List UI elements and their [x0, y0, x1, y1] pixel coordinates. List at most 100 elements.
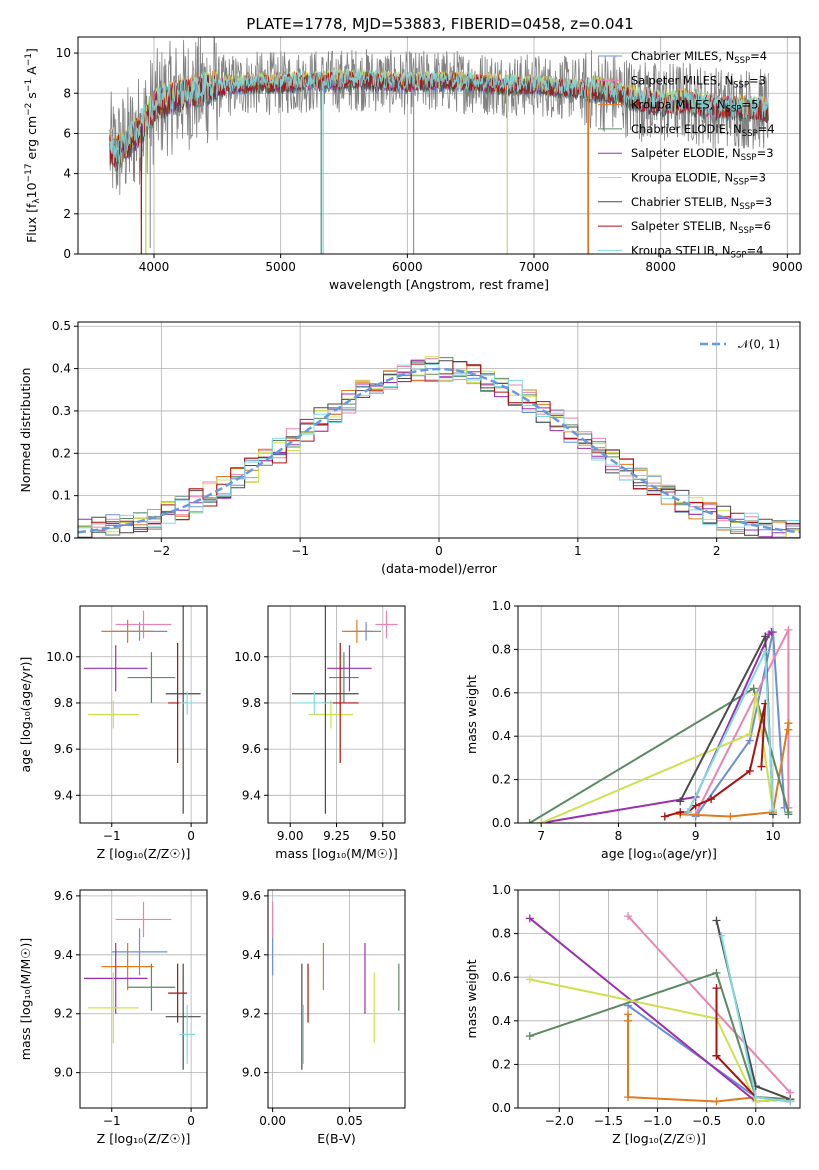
errorbar-kroupa_miles — [101, 943, 154, 991]
y-axis-label-part: A — [24, 66, 39, 79]
massweight-marker-salpeter_stelib — [691, 801, 700, 810]
y-tick-label: 0.5 — [52, 319, 71, 333]
legend-label-kroupa_elodie: Kroupa ELODIE, NSSP=3 — [631, 171, 766, 188]
plot-frame — [267, 889, 406, 1109]
x-tick-label: 0 — [435, 544, 443, 558]
y-tick-label: 0.2 — [492, 773, 511, 787]
legend-label-eq: =4 — [746, 243, 763, 257]
massweight-line-salpeter_miles — [627, 915, 791, 1094]
plot-frame — [79, 605, 208, 824]
massweight-line-kroupa_elodie — [529, 978, 791, 1103]
x-tick-label: 1 — [574, 544, 582, 558]
massweight-traces — [525, 625, 793, 823]
massweight-marker-salpeter_stelib — [660, 812, 669, 821]
x-tick-label: 2 — [713, 544, 721, 558]
y-axis-label-part: −2 — [24, 103, 34, 116]
legend-label-eq: =4 — [758, 122, 775, 136]
y-axis-label-part: −1 — [24, 79, 34, 92]
figure-title: PLATE=1778, MJD=53883, FIBERID=0458, z=0… — [246, 15, 633, 33]
massweight-marker-kroupa_stelib — [683, 808, 692, 817]
x-tick-label: −1.0 — [643, 1114, 672, 1128]
legend-label-eq: =3 — [749, 171, 766, 185]
age-vs-mass-panel: 9.00 9.25 9.50 9.4 9.6 9.8 10.0 mass [log₁₀(M/M… — [234, 605, 406, 861]
y-tick-label: 9.4 — [242, 788, 261, 802]
legend-label-salpeter_elodie: Salpeter ELODIE, NSSP=3 — [631, 146, 774, 163]
y-axis-label-part: erg cm — [24, 116, 39, 164]
legend-label-text: Chabrier STELIB, N — [631, 195, 739, 209]
legend-label-sub: SSP — [742, 129, 758, 139]
y-tick-label: 0.0 — [492, 1101, 511, 1115]
y-tick-label: 9.2 — [242, 1007, 261, 1021]
y-tick-label: 0.4 — [52, 362, 71, 376]
legend-label-text: Salpeter STELIB, N — [631, 219, 738, 233]
massweight-marker-salpeter_miles — [784, 625, 793, 634]
errorbar-kroupa_miles — [101, 619, 154, 643]
y-axis-label: mass weight — [464, 675, 479, 754]
errorbar-chabrier_elodie — [329, 652, 359, 703]
y-tick-label: 0.3 — [52, 404, 71, 418]
y-tick-label: 9.4 — [54, 948, 73, 962]
plot-frame — [79, 889, 208, 1109]
spectrum-panel: 4000 5000 6000 7000 8000 9000 0 2 4 6 8 10 wavelengt… — [24, 36, 803, 292]
y-axis-label: mass [log₁₀(M/M☉)] — [18, 938, 33, 1060]
x-tick-label: 0.0 — [746, 1114, 765, 1128]
y-axis-label-part: λ — [32, 198, 42, 204]
massweight-marker-chabrier_stelib — [712, 916, 721, 925]
y-tick-label: 9.8 — [242, 696, 261, 710]
massweight-traces — [525, 912, 795, 1106]
legend-label-sub: SSP — [741, 153, 757, 163]
massweight-marker-kroupa_miles — [712, 1097, 721, 1106]
x-tick-label: 6000 — [392, 260, 423, 274]
x-tick-label: 8000 — [645, 260, 676, 274]
x-tick-label: −1 — [103, 1114, 121, 1128]
errorbar-chabrier_elodie — [127, 963, 176, 1011]
x-tick-label: −2 — [152, 544, 170, 558]
errorbar-salpeter_elodie — [327, 645, 372, 692]
massweight-line-kroupa_elodie — [540, 694, 774, 823]
massweight-marker-salpeter_elodie — [767, 628, 776, 637]
x-tick-label: 7 — [537, 829, 545, 843]
errorbar-points — [83, 901, 201, 1070]
x-axis-label: wavelength [Angstrom, rest frame] — [329, 277, 549, 292]
massweight-marker-kroupa_stelib — [761, 647, 770, 656]
errorbar-chabrier_stelib — [165, 606, 201, 814]
x-tick-label: 0 — [187, 829, 195, 843]
x-tick-label: 9000 — [772, 260, 803, 274]
massweight-marker-chabrier_elodie — [784, 810, 793, 819]
errorbar-kroupa_stelib — [179, 1004, 196, 1064]
legend-label-kroupa_miles: Kroupa MILES, NSSP=5 — [631, 98, 758, 115]
massweight-marker-chabrier_elodie — [525, 1032, 534, 1041]
legend-label-eq: =3 — [749, 73, 766, 87]
mass-vs-ebv-panel: 0.00 0.05 9.0 9.2 9.4 9.6 E(B-V) — [242, 889, 406, 1146]
legend-label-salpeter_stelib: Salpeter STELIB, NSSP=6 — [631, 219, 771, 236]
legend-label-chabrier_elodie: Chabrier ELODIE, NSSP=4 — [631, 122, 775, 139]
massweight-marker-salpeter_stelib — [757, 762, 766, 771]
y-tick-label: 0.8 — [492, 642, 511, 656]
legend-label-text: Kroupa MILES, N — [631, 98, 726, 112]
x-tick-label: 10 — [765, 829, 780, 843]
plot-frame — [77, 36, 801, 255]
legend-label-text: Chabrier MILES, N — [631, 49, 734, 63]
mass-vs-metallicity-panel: −1 0 9.0 9.2 9.4 9.6 Z [log₁₀(Z/Z☉)] mass [log₁… — [18, 889, 208, 1146]
errorbar-salpeter_stelib — [168, 963, 188, 1023]
residuals-panel: −2 −1 0 1 2 0.0 0.1 0.2 0.3 0.4 0.5 (data-model)/er… — [18, 319, 801, 576]
errorbar-salpeter_miles — [375, 610, 398, 639]
massweight-line-salpeter_elodie — [541, 631, 773, 823]
legend-label-eq: =5 — [741, 98, 758, 112]
x-tick-label: −1 — [103, 829, 121, 843]
massweight-marker-kroupa_stelib — [786, 1097, 795, 1106]
x-tick-label: 9.00 — [277, 829, 304, 843]
y-axis-label: Flux [fλ10−17 erg cm−2 s−1 A−1] — [24, 48, 42, 243]
massweight-marker-chabrier_elodie — [749, 684, 758, 693]
x-axis-label: mass [log₁₀(M/M☉)] — [275, 846, 397, 861]
y-tick-label: 9.6 — [54, 742, 73, 756]
x-tick-label: 7000 — [519, 260, 550, 274]
plot-frame — [267, 605, 406, 824]
plot-frame — [77, 321, 801, 539]
gaussian-curve — [78, 367, 800, 534]
legend-label-salpeter_miles: Salpeter MILES, NSSP=3 — [631, 73, 766, 90]
massweight-vs-age-panel: 7 8 9 10 0.0 0.2 0.4 0.6 0.8 1.0 age [log₁₀(age/yr… — [464, 599, 801, 861]
legend-label-kroupa_stelib: Kroupa STELIB, NSSP=4 — [631, 243, 763, 260]
massweight-marker-kroupa_miles — [784, 725, 793, 734]
